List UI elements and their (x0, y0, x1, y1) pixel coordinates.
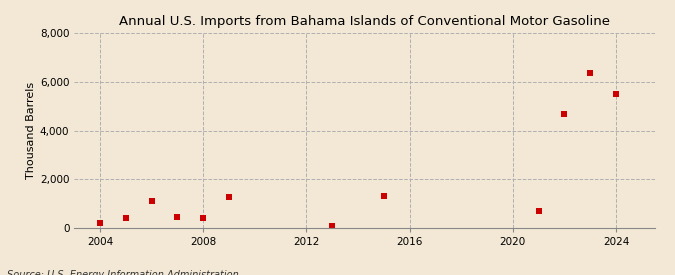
Y-axis label: Thousand Barrels: Thousand Barrels (26, 82, 36, 179)
Title: Annual U.S. Imports from Bahama Islands of Conventional Motor Gasoline: Annual U.S. Imports from Bahama Islands … (119, 15, 610, 28)
Text: Source: U.S. Energy Information Administration: Source: U.S. Energy Information Administ… (7, 271, 238, 275)
